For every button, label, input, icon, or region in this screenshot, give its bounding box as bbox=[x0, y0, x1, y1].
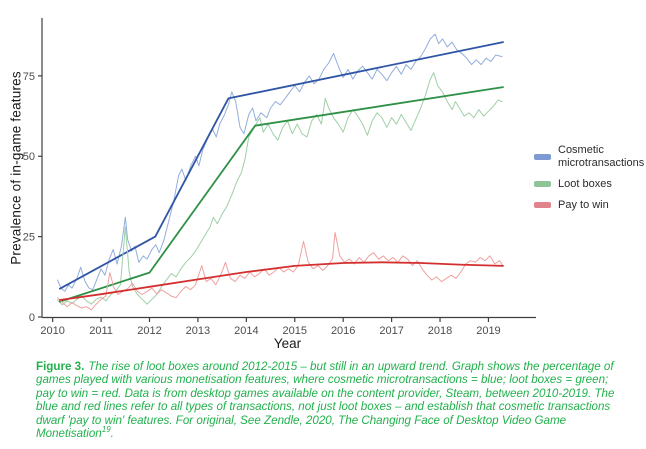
y-axis-title: Prevalence of in-game features bbox=[8, 71, 24, 265]
x-tick-label: 2014 bbox=[234, 325, 258, 337]
legend-label: Pay to win bbox=[558, 198, 609, 211]
figure-caption: Figure 3. The rise of loot boxes around 2… bbox=[36, 360, 626, 441]
legend-item-loot-boxes: Loot boxes bbox=[534, 178, 646, 191]
x-tick-label: 2016 bbox=[331, 325, 355, 337]
series-line-trend-loot-boxes-trend bbox=[59, 86, 504, 303]
x-tick-label: 2011 bbox=[89, 325, 113, 337]
series-line-trend-cosmetic-microtransactions-trend bbox=[59, 41, 504, 290]
y-tick-label: 25 bbox=[23, 232, 35, 244]
chart-canvas: 0 25 50 75 2010 2011 2012 2013 2014 2015 2016 2017 2… bbox=[23, 18, 536, 337]
x-tick-label: 2013 bbox=[186, 325, 210, 337]
legend-swatch-blue-icon bbox=[534, 153, 551, 160]
figure-caption-tail: . bbox=[110, 427, 114, 441]
legend-swatch-red-icon bbox=[534, 202, 551, 209]
figure-caption-superscript: 19 bbox=[101, 425, 111, 435]
y-tick-label: 0 bbox=[29, 312, 35, 324]
series-line-raw-loot-boxes-observed bbox=[57, 72, 503, 306]
x-tick-label: 2015 bbox=[283, 325, 307, 337]
series-line-raw-pay-to-win-observed bbox=[57, 231, 504, 311]
chart-legend: Cosmetic microtransactions Loot boxes Pa… bbox=[534, 144, 646, 212]
x-tick-label: 2019 bbox=[476, 325, 500, 337]
x-tick-label: 2012 bbox=[137, 325, 161, 337]
x-tick-label: 2010 bbox=[40, 325, 64, 337]
figure-caption-body: The rise of loot boxes around 2012-2015 … bbox=[36, 360, 615, 441]
x-tick-label: 2017 bbox=[379, 325, 403, 337]
y-tick-label: 50 bbox=[23, 151, 35, 163]
legend-item-cosmetic-microtransactions: Cosmetic microtransactions bbox=[534, 144, 646, 170]
series-line-raw-cosmetic-microtransactions-observed bbox=[57, 33, 503, 292]
legend-label: Cosmetic microtransactions bbox=[558, 144, 645, 169]
legend-label: Loot boxes bbox=[558, 177, 612, 190]
x-tick-label: 2018 bbox=[428, 325, 452, 337]
x-axis-title: Year bbox=[273, 336, 302, 351]
legend-item-pay-to-win: Pay to win bbox=[534, 199, 646, 212]
figure-caption-label: Figure 3. bbox=[36, 360, 85, 373]
series-line-trend-pay-to-win-trend bbox=[59, 261, 504, 301]
y-tick-label: 75 bbox=[23, 71, 35, 83]
legend-swatch-green-icon bbox=[534, 181, 551, 188]
